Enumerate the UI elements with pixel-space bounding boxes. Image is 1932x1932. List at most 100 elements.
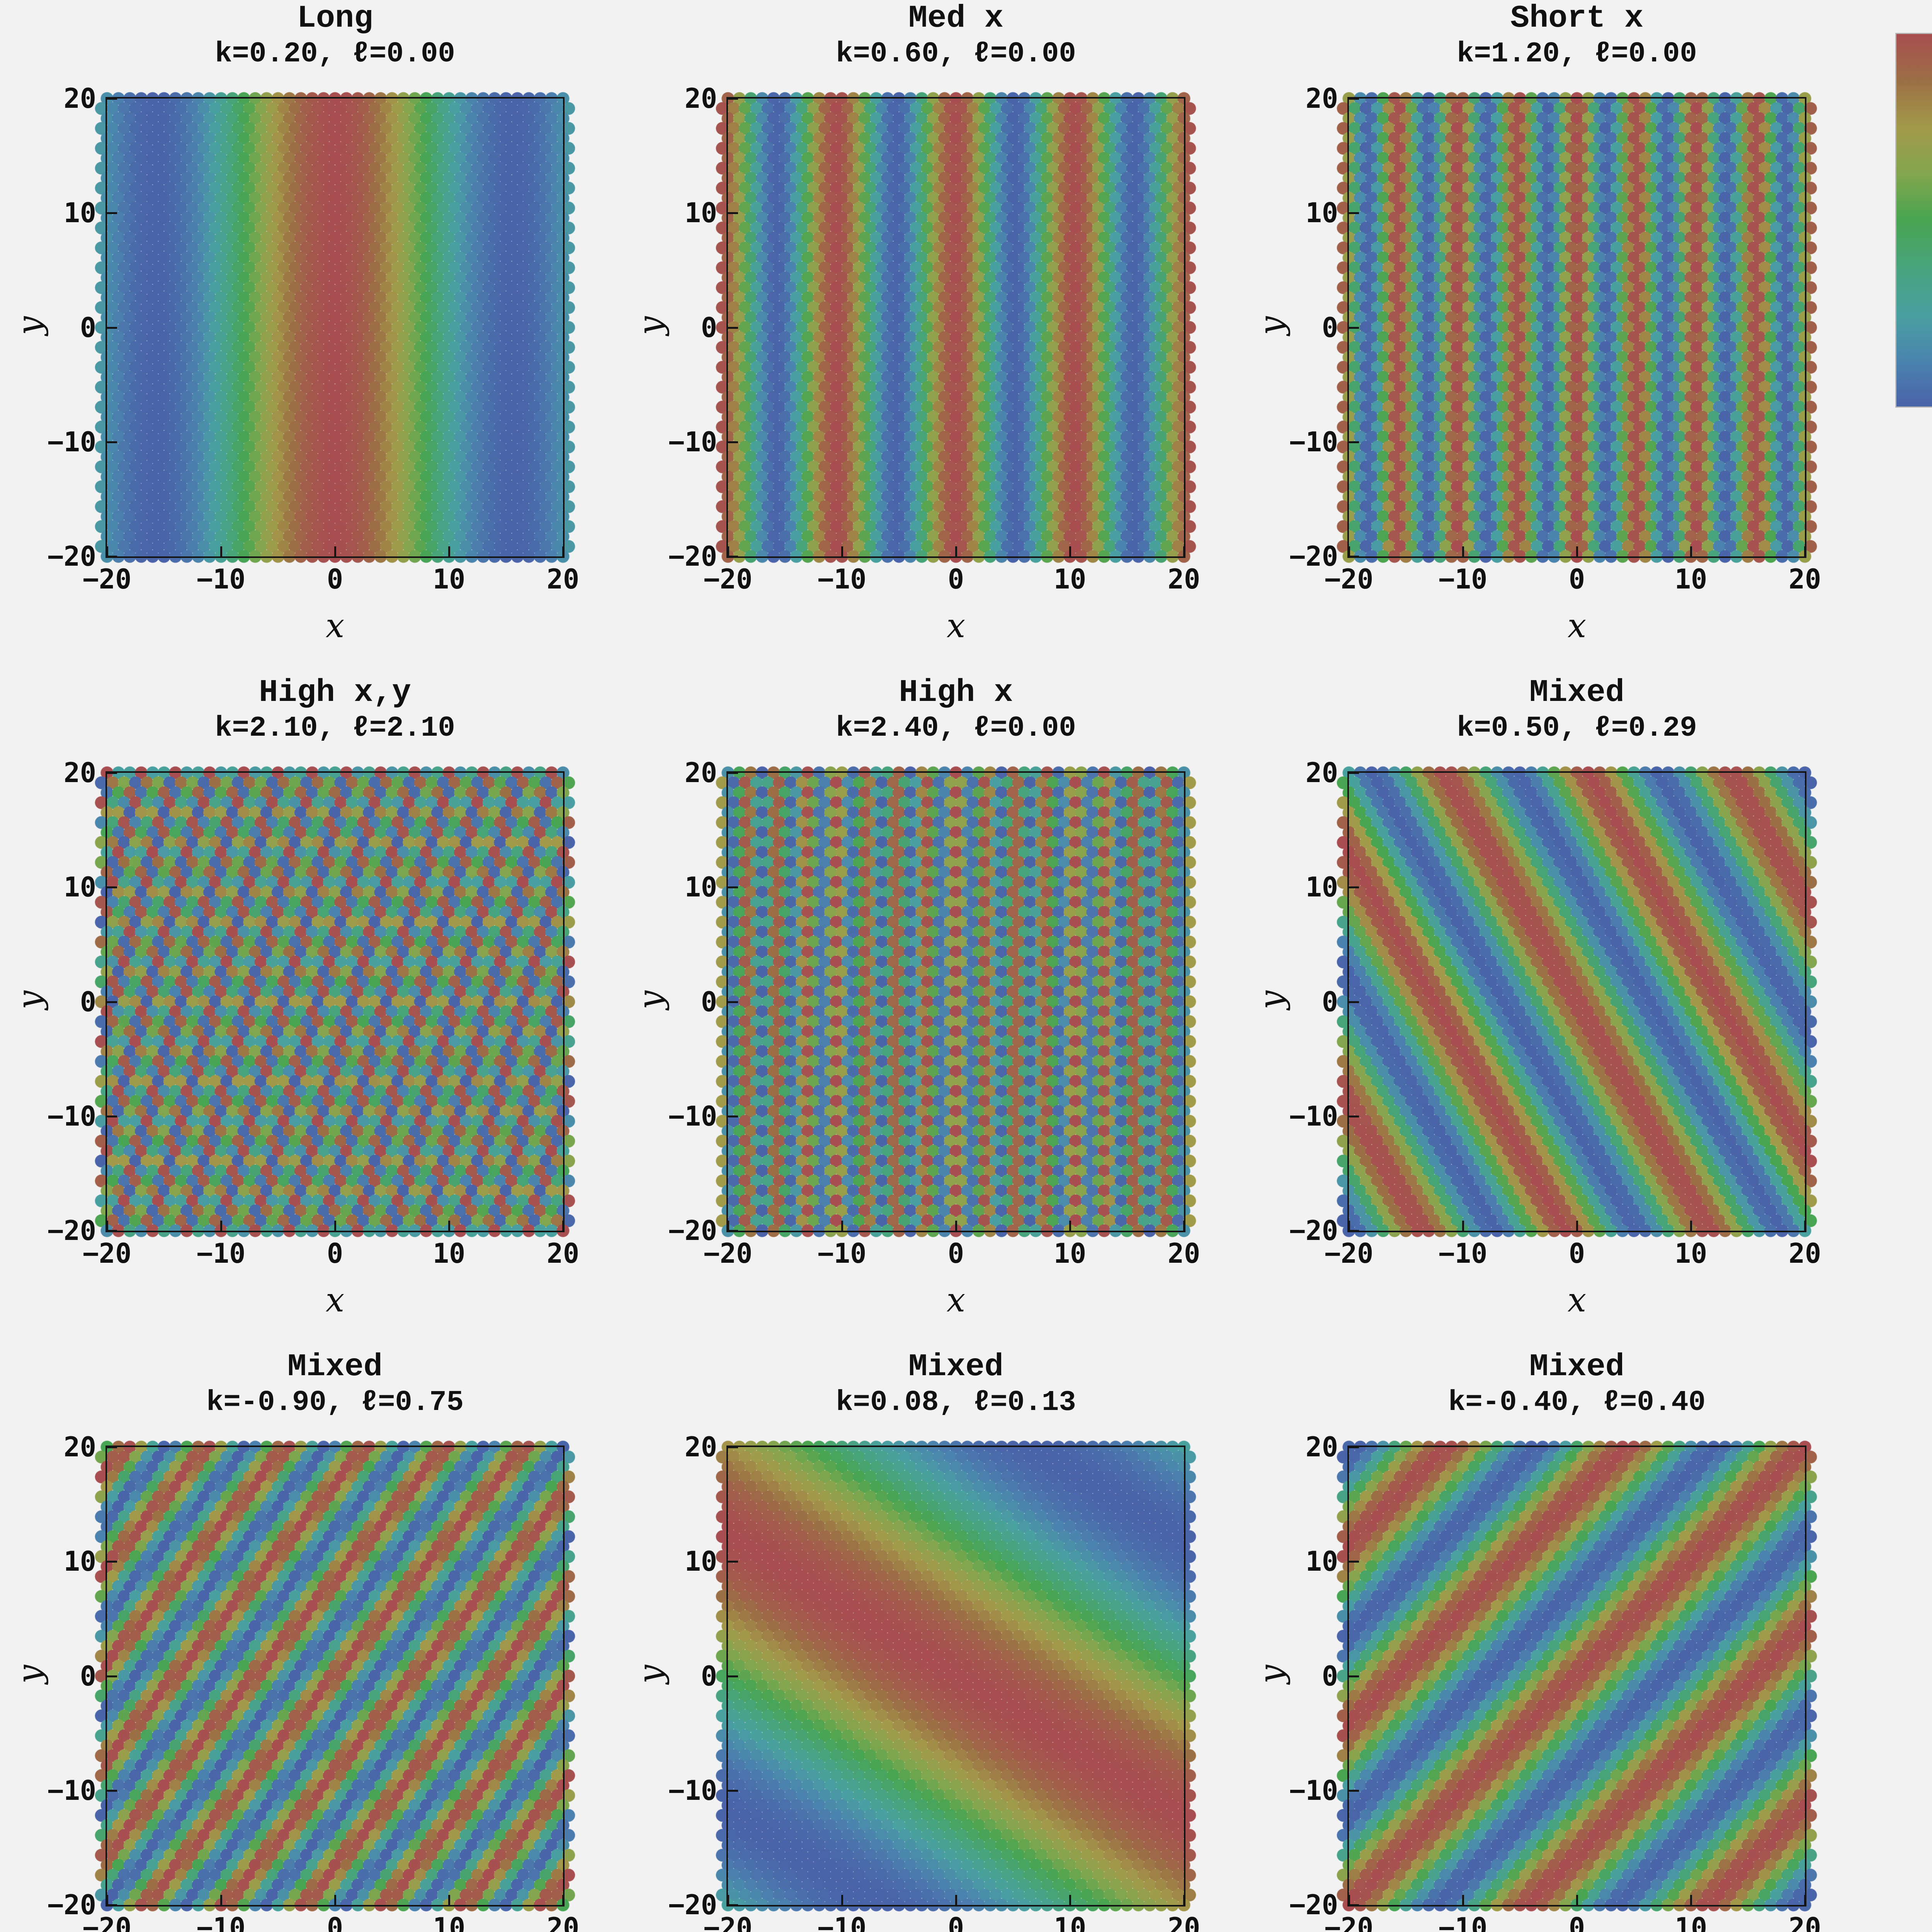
y-tick-mark [107, 327, 117, 329]
y-tick-label: −10 [47, 1774, 96, 1806]
x-tick-mark [841, 546, 843, 556]
y-tick-mark [728, 772, 738, 774]
y-tick-mark [1349, 1115, 1359, 1117]
y-tick-mark [728, 1675, 738, 1677]
y-tick-label: 0 [80, 1660, 96, 1692]
plot-area [1332, 755, 1822, 1248]
y-tick-label: 20 [1305, 1431, 1338, 1463]
panel-title: Mixed [1529, 675, 1625, 711]
y-tick-label: 20 [63, 83, 96, 114]
panel-subtitle: k=0.20, ℓ=0.00 [215, 38, 455, 70]
x-tick-mark [334, 1221, 336, 1231]
colorbar [1895, 33, 1932, 408]
y-tick-mark [728, 1230, 738, 1232]
y-tick-mark [107, 1675, 117, 1677]
y-tick-label: −20 [668, 1889, 717, 1921]
y-tick-mark [107, 1904, 117, 1906]
x-tick-mark [727, 546, 729, 556]
x-tick-mark [1462, 1895, 1464, 1905]
scatter-canvas [1332, 755, 1822, 1248]
y-tick-label: 0 [701, 986, 717, 1018]
y-tick-label: 20 [684, 83, 717, 114]
panel-subtitle: k=-0.90, ℓ=0.75 [206, 1386, 464, 1419]
y-tick-mark [107, 1115, 117, 1117]
y-tick-mark [728, 1789, 738, 1792]
y-tick-mark [1349, 1561, 1359, 1563]
y-tick-mark [1349, 441, 1359, 443]
plot-area [711, 1430, 1201, 1922]
panel-title: Short x [1510, 0, 1644, 36]
y-tick-label: 10 [63, 871, 96, 903]
panel-subtitle: k=-0.40, ℓ=0.40 [1448, 1386, 1706, 1419]
y-tick-mark [1349, 212, 1359, 214]
y-tick-mark [107, 886, 117, 889]
scatter-canvas [90, 1430, 580, 1922]
y-tick-mark [107, 1561, 117, 1563]
y-tick-mark [1349, 1904, 1359, 1906]
y-tick-mark [728, 1446, 738, 1448]
y-tick-label: −20 [1289, 1215, 1338, 1247]
y-tick-label: −10 [668, 1774, 717, 1806]
y-tick-mark [1349, 98, 1359, 100]
scatter-canvas [711, 81, 1201, 574]
y-tick-label: 10 [1305, 871, 1338, 903]
x-axis-label: x [325, 1281, 345, 1320]
y-tick-mark [107, 1789, 117, 1792]
scatter-canvas [90, 81, 580, 574]
x-axis-label: x [1567, 607, 1587, 645]
x-tick-mark [1690, 546, 1692, 556]
y-tick-mark [728, 1561, 738, 1563]
x-tick-mark [448, 1895, 450, 1905]
x-tick-mark [106, 1221, 108, 1231]
scatter-canvas [711, 755, 1201, 1248]
y-tick-mark [1349, 886, 1359, 889]
y-tick-mark [728, 327, 738, 329]
y-tick-label: 0 [1321, 986, 1338, 1018]
x-tick-mark [1804, 1221, 1806, 1231]
y-tick-mark [1349, 556, 1359, 558]
y-tick-label: 20 [63, 1431, 96, 1463]
x-tick-mark [1183, 1221, 1185, 1231]
x-tick-mark [1462, 546, 1464, 556]
y-tick-label: −20 [47, 1889, 96, 1921]
y-tick-mark [728, 98, 738, 100]
x-tick-mark [1462, 1221, 1464, 1231]
y-tick-label: 10 [1305, 197, 1338, 229]
y-tick-mark [728, 556, 738, 558]
x-axis-label: x [946, 1281, 966, 1320]
plot-area [90, 81, 580, 574]
y-tick-label: −20 [1289, 541, 1338, 572]
x-tick-mark [1183, 1895, 1185, 1905]
x-tick-mark [841, 1895, 843, 1905]
y-tick-mark [1349, 1001, 1359, 1003]
colorbar-gradient [1896, 34, 1932, 406]
y-tick-label: 0 [1321, 1660, 1338, 1692]
panel-title: Long [297, 0, 373, 36]
x-tick-mark [220, 1221, 222, 1231]
x-tick-mark [1069, 546, 1071, 556]
plot-area [90, 1430, 580, 1922]
y-tick-label: −20 [47, 541, 96, 572]
x-tick-mark [1348, 1895, 1350, 1905]
panel-subtitle: k=1.20, ℓ=0.00 [1457, 38, 1697, 70]
y-tick-label: 0 [1321, 311, 1338, 344]
scatter-canvas [1332, 81, 1822, 574]
scatter-canvas [90, 755, 580, 1248]
x-tick-mark [1576, 1221, 1578, 1231]
x-tick-mark [1804, 546, 1806, 556]
y-tick-mark [1349, 1446, 1359, 1448]
y-tick-mark [728, 1904, 738, 1906]
y-tick-label: 20 [1305, 83, 1338, 114]
y-tick-label: 20 [684, 1431, 717, 1463]
y-tick-label: 10 [1305, 1546, 1338, 1578]
plot-area [1332, 1430, 1822, 1922]
x-tick-mark [106, 546, 108, 556]
y-tick-mark [728, 886, 738, 889]
plot-area [1332, 81, 1822, 574]
panel-subtitle: k=0.60, ℓ=0.00 [836, 38, 1076, 70]
y-tick-mark [1349, 1675, 1359, 1677]
y-tick-mark [107, 1446, 117, 1448]
y-tick-label: 20 [684, 757, 717, 789]
panel-subtitle: k=2.40, ℓ=0.00 [836, 712, 1076, 745]
